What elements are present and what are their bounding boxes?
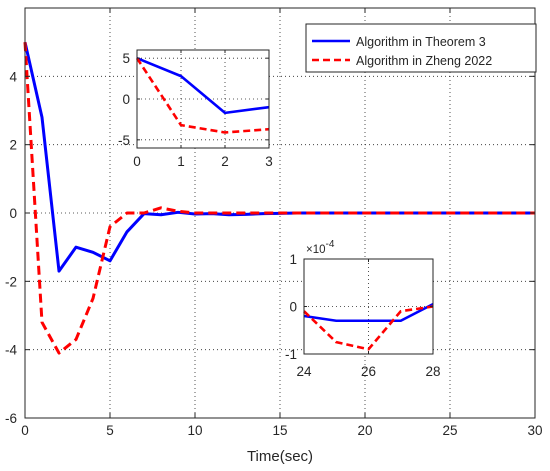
x-tick-label: 20 [357, 423, 372, 438]
x-tick-label: 25 [442, 423, 457, 438]
x-tick-label: 24 [296, 364, 312, 379]
y-tick-label: 4 [9, 69, 17, 84]
y-tick-label: -4 [5, 343, 17, 358]
y-tick-label: 0 [289, 300, 297, 315]
series-line-theorem3 [136, 56, 270, 115]
legend-label-zheng2022: Algorithm in Zheng 2022 [356, 54, 492, 68]
x-tick-label: 1 [177, 154, 185, 169]
y-tick-label: -5 [118, 133, 130, 148]
series-line-zheng2022 [135, 57, 270, 134]
inset-chart-zoom-start: 0 1 2 3-505 [118, 49, 273, 169]
x-tick-label: 2 [221, 154, 229, 169]
y-tick-label: 1 [289, 252, 297, 267]
x-tick-label: 3 [265, 154, 273, 169]
x-tick-label: 30 [527, 423, 542, 438]
legend-box [305, 23, 537, 73]
x-tick-label: 10 [187, 423, 202, 438]
y-tick-label: 2 [9, 138, 17, 153]
x-tick-label: 5 [106, 423, 114, 438]
y-tick-label: 5 [122, 51, 130, 66]
series-line-zheng2022 [303, 305, 434, 351]
x-tick-label: 26 [361, 364, 376, 379]
y-exponent-label: ×10-4 [306, 239, 335, 256]
y-tick-label: 0 [122, 92, 130, 107]
y-tick-label: -1 [285, 347, 297, 362]
inset-chart-zoom-end: 24 26 28 -1 0 1 ×10-4 [285, 239, 441, 379]
legend-label-theorem3: Algorithm in Theorem 3 [356, 35, 486, 49]
x-axis-title: Time(sec) [247, 448, 313, 465]
legend: Algorithm in Theorem 3 Algorithm in Zhen… [305, 23, 537, 73]
x-tick-label: 15 [272, 423, 287, 438]
series-line-zheng2022 [23, 42, 535, 355]
y-tick-label: 0 [9, 206, 17, 221]
y-tick-label: -2 [5, 274, 17, 289]
x-tick-label: 0 [21, 423, 29, 438]
x-tick-label: 0 [133, 154, 141, 169]
x-tick-label: 28 [425, 364, 440, 379]
y-tick-label: -6 [5, 411, 17, 426]
series-line-theorem3 [303, 302, 434, 323]
